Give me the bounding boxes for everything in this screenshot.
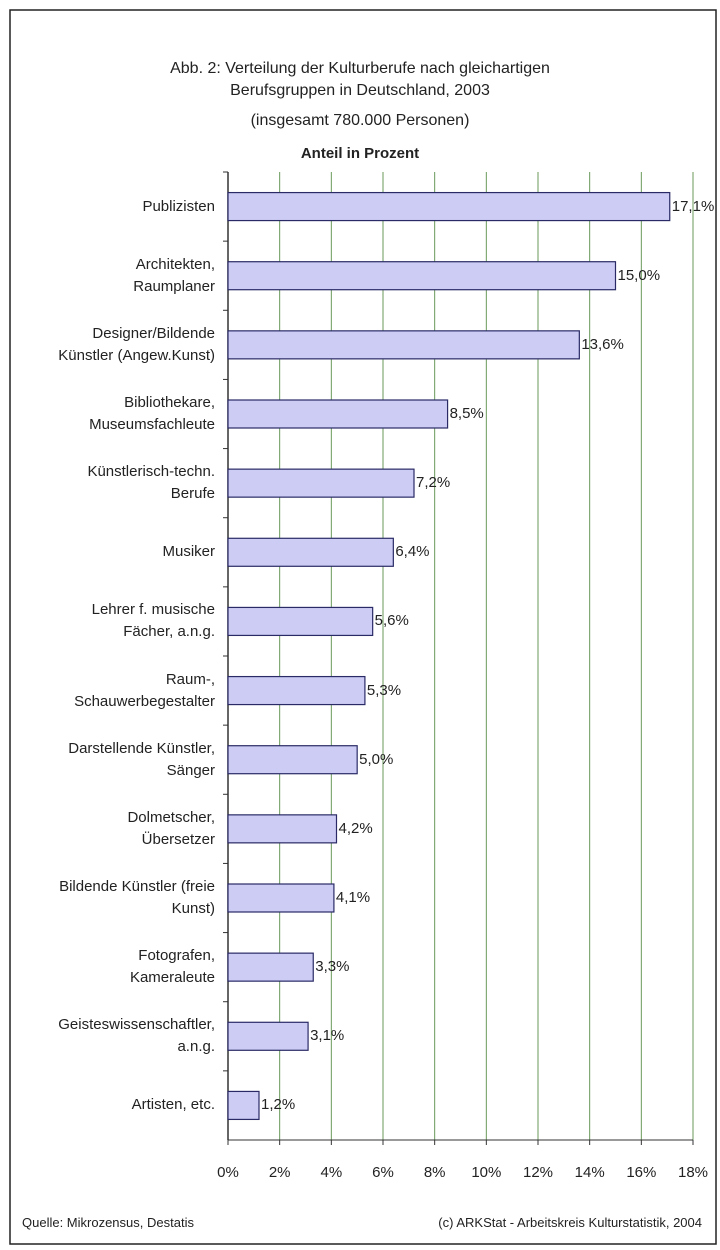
y-tick-label: Fotografen, Kameraleute [129, 947, 215, 987]
bar [227, 261, 617, 291]
chart-title: Abb. 2: Verteilung der Kulturberufe nach… [170, 60, 550, 99]
bar [227, 745, 358, 775]
y-tick-label: Dolmetscher, Übersetzer [127, 808, 215, 848]
y-tick-label: Publizisten [142, 197, 215, 215]
x-tick-label: 12% [522, 1164, 554, 1181]
value-label: 3,1% [310, 1027, 345, 1045]
value-label: 4,2% [338, 819, 373, 837]
bar [227, 675, 366, 706]
value-label: 6,4% [395, 543, 430, 561]
x-tick-label: 16% [626, 1164, 657, 1181]
y-tick-label: Musiker [162, 543, 215, 561]
bar [227, 399, 449, 429]
value-label: 4,1% [335, 889, 371, 906]
y-tick-label: Raum-, Schauwerbegestalter [74, 670, 215, 710]
value-label: 15,0% [617, 266, 661, 284]
x-tick-label: 2% [268, 1164, 291, 1181]
y-tick-label: Geisteswissenschaftler, a.n.g. [58, 1016, 215, 1056]
value-label: 5,6% [374, 612, 409, 630]
chart-subtitle: (insgesamt 780.000 Personen) [250, 112, 470, 129]
y-tick-label: Darstellende Künstler, Sänger [68, 739, 215, 779]
bar [227, 191, 671, 222]
value-label: 3,3% [315, 958, 350, 976]
value-label: 5,0% [359, 750, 394, 768]
bar [227, 468, 415, 498]
y-tick-label: Lehrer f. musische Fächer, a.n.g. [91, 601, 215, 641]
value-label: 1,2% [261, 1096, 296, 1114]
bar [227, 1090, 260, 1121]
x-tick-label: 18% [677, 1164, 709, 1181]
x-tick-label: 0% [217, 1164, 239, 1181]
x-tick-label: 14% [574, 1164, 605, 1181]
y-tick-label: Bildende Künstler (freie Kunst) [59, 878, 215, 917]
bar [227, 1021, 309, 1051]
bar [227, 330, 580, 360]
bar [227, 952, 314, 982]
y-tick-label: Designer/Bildende Künstler (Angew.Kunst) [58, 324, 215, 364]
y-tick-label: Künstlerisch-techn. Berufe [87, 463, 215, 503]
bar [227, 814, 338, 844]
credit: (c) ARKStat - Arbeitskreis Kulturstatist… [438, 1215, 702, 1230]
y-tick-label: Bibliothekare, Museumsfachleute [89, 394, 215, 433]
frame [9, 9, 717, 1245]
value-label: 13,6% [581, 335, 624, 353]
x-tick-label: 8% [423, 1164, 446, 1181]
value-label: 7,2% [416, 474, 451, 492]
value-label: 17,1% [671, 197, 715, 215]
y-tick-label: Architekten, Raumplaner [133, 255, 215, 295]
x-tick-label: 6% [372, 1164, 394, 1181]
x-tick-label: 10% [471, 1164, 502, 1181]
y-tick-label: Artisten, etc. [131, 1096, 215, 1114]
x-tick-label: 4% [320, 1164, 343, 1181]
value-label: 8,5% [449, 405, 484, 422]
bar [227, 883, 335, 913]
bar [227, 537, 394, 567]
value-label: 5,3% [366, 681, 402, 699]
bar [227, 606, 374, 637]
axis-label: Anteil in Prozent [300, 145, 420, 162]
source: Quelle: Mikrozensus, Destatis [22, 1215, 194, 1230]
